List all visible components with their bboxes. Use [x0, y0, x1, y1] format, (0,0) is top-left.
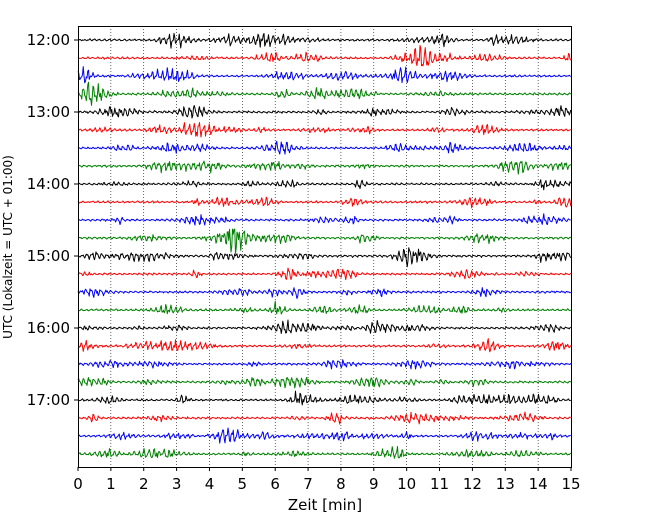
seismogram-trace [77, 122, 572, 138]
seismogram-trace [77, 179, 572, 191]
x-tick-label: 5 [238, 475, 248, 493]
seismogram-trace [77, 359, 572, 370]
seismogram-trace [77, 376, 572, 389]
plot-frame [78, 26, 572, 468]
seismogram-trace [77, 411, 571, 425]
x-axis-ticks: 0 1 2 3 4 5 6 7 8 9 10 11 12 13 14 15 [73, 467, 581, 493]
x-tick-label: 13 [496, 475, 515, 493]
seismogram-trace [77, 319, 571, 334]
x-tick-label: 9 [369, 475, 379, 493]
y-tick-label: 16:00 [27, 319, 70, 337]
seismogram-trace [77, 287, 572, 299]
x-tick-label: 1 [106, 475, 116, 493]
x-axis-label: Zeit [min] [288, 496, 362, 514]
y-tick-label: 15:00 [27, 247, 70, 265]
seismogram-trace [77, 105, 572, 119]
seismogram-trace [77, 66, 572, 84]
x-tick-label: 7 [303, 475, 313, 493]
x-tick-label: 6 [270, 475, 280, 493]
seismogram-trace [77, 267, 572, 281]
x-tick-label: 11 [430, 475, 449, 493]
x-tick-label: 0 [73, 475, 83, 493]
x-tick-label: 3 [172, 475, 182, 493]
x-tick-label: 14 [529, 475, 548, 493]
seismogram-trace [77, 140, 572, 155]
x-tick-label: 15 [561, 475, 580, 493]
y-tick-label: 14:00 [27, 175, 70, 193]
seismogram-trace [77, 32, 572, 49]
y-tick-label: 12:00 [27, 31, 70, 49]
seismogram-traces [77, 32, 572, 459]
y-axis-ticks: 12:00 13:00 14:00 15:00 16:00 17:00 [27, 31, 78, 409]
seismogram-trace [77, 338, 572, 353]
seismogram-trace [77, 446, 572, 459]
seismogram-trace [77, 213, 571, 226]
y-axis-label: UTC (Lokalzeit = UTC + 01:00) [1, 155, 15, 339]
seismogram-trace [77, 247, 572, 268]
seismogram-trace [77, 160, 572, 175]
seismogram-trace [77, 390, 571, 406]
seismogram-trace [77, 44, 572, 67]
seismogram-trace [77, 427, 571, 444]
x-tick-label: 10 [397, 475, 416, 493]
seismogram-trace [77, 81, 572, 106]
seismogram-trace [77, 228, 572, 254]
x-tick-label: 8 [336, 475, 346, 493]
seismogram-trace [77, 196, 572, 209]
y-tick-label: 17:00 [27, 391, 70, 409]
x-tick-label: 4 [205, 475, 215, 493]
seismogram-trace [77, 300, 572, 315]
x-tick-label: 12 [463, 475, 482, 493]
y-tick-label: 13:00 [27, 103, 70, 121]
x-tick-label: 2 [139, 475, 149, 493]
